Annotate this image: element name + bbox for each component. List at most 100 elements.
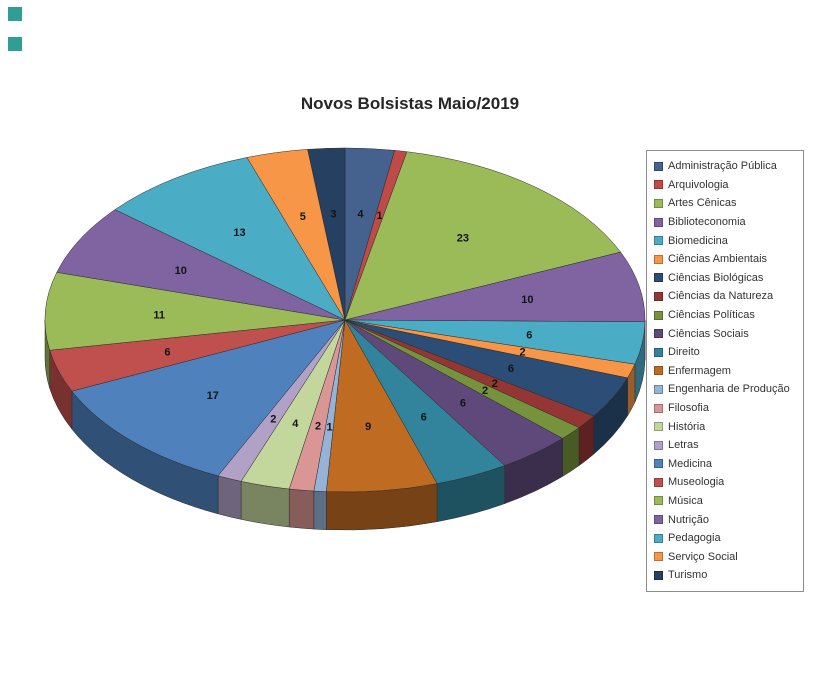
pie-slice-Turismo	[307, 147, 346, 321]
legend-item: Filosofia	[652, 399, 798, 418]
legend-item: Pedagogia	[652, 529, 798, 548]
pie-slice-Biblioteconomia	[344, 251, 646, 323]
legend-swatch	[654, 236, 663, 246]
legend-item: Ciências Ambientais	[652, 250, 798, 269]
legend-item: Música	[652, 492, 798, 511]
legend-item: Biblioteconomia	[652, 213, 798, 232]
legend-label: Enfermagem	[668, 364, 731, 377]
legend-label: Turismo	[668, 569, 708, 582]
slice-value-label: 10	[175, 265, 187, 277]
slice-value-label: 2	[520, 347, 526, 359]
slice-value-label: 13	[233, 227, 245, 239]
legend-item: Direito	[652, 343, 798, 362]
slice-value-label: 6	[526, 329, 532, 341]
legend-item: Ciências Sociais	[652, 324, 798, 343]
legend-swatch	[654, 310, 663, 320]
legend-swatch	[654, 254, 663, 264]
legend-item: Biomedicina	[652, 231, 798, 250]
slice-value-label: 4	[357, 209, 364, 221]
legend-label: Filosofia	[668, 402, 709, 415]
legend-label: Engenharia de Produção	[668, 383, 790, 396]
legend-swatch	[654, 477, 663, 487]
legend-item: Engenharia de Produção	[652, 380, 798, 399]
legend-label: Ciências da Natureza	[668, 290, 774, 303]
legend-item: Ciências Biológicas	[652, 269, 798, 288]
slice-value-label: 23	[457, 233, 469, 245]
legend-item: Artes Cênicas	[652, 194, 798, 213]
pie-slice-Música	[44, 272, 346, 351]
legend-item: Enfermagem	[652, 362, 798, 381]
slice-value-label: 6	[164, 347, 170, 359]
legend-swatch	[654, 496, 663, 506]
slice-value-label: 2	[270, 413, 276, 425]
legend-label: Direito	[668, 346, 700, 359]
legend-item: Ciências Políticas	[652, 306, 798, 325]
legend-label: Medicina	[668, 457, 713, 470]
pie-slice-Pedagogia	[114, 157, 346, 321]
legend-label: Letras	[668, 439, 699, 452]
legend-label: Biblioteconomia	[668, 216, 746, 229]
legend-item: Medicina	[652, 455, 798, 474]
slice-value-label: 1	[377, 210, 383, 222]
legend-swatch	[654, 422, 663, 432]
slice-value-label: 11	[153, 309, 165, 321]
legend-item: Turismo	[652, 566, 798, 585]
legend-item: Ciências da Natureza	[652, 287, 798, 306]
legend-swatch	[654, 161, 663, 171]
legend-label: Ciências Sociais	[668, 327, 749, 340]
slice-value-label: 3	[330, 209, 336, 221]
pie-slice-Medicina	[71, 319, 346, 477]
chart-legend: Administração Pública Arquivologia Artes C…	[646, 150, 804, 592]
slice-value-label: 4	[292, 418, 299, 430]
legend-label: Artes Cênicas	[668, 197, 737, 210]
legend-label: Arquivologia	[668, 178, 729, 191]
chart-title: Novos Bolsistas Maio/2019	[300, 94, 520, 113]
legend-swatch	[654, 329, 663, 339]
slice-value-label: 6	[508, 363, 514, 375]
slice-value-label: 6	[421, 412, 427, 424]
legend-swatch	[654, 459, 663, 469]
pie-slice-Artes Cênicas	[344, 151, 622, 321]
pie-slice-side	[288, 488, 315, 530]
legend-swatch	[654, 533, 663, 543]
corner-marker	[8, 7, 22, 21]
slice-value-label: 6	[460, 397, 466, 409]
legend-label: Ciências Ambientais	[668, 253, 768, 266]
legend-swatch	[654, 366, 663, 376]
legend-item: Museologia	[652, 473, 798, 492]
legend-swatch	[654, 347, 663, 357]
legend-swatch	[654, 440, 663, 450]
slice-value-label: 10	[521, 294, 533, 306]
legend-label: Serviço Social	[668, 550, 738, 563]
legend-item: Administração Pública	[652, 157, 798, 176]
slice-value-label: 9	[365, 421, 371, 433]
legend-swatch	[654, 552, 663, 562]
legend-swatch	[654, 570, 663, 580]
legend-swatch	[654, 403, 663, 413]
pie-slice-side	[313, 490, 327, 530]
legend-swatch	[654, 291, 663, 301]
legend-label: História	[668, 420, 706, 433]
legend-swatch	[654, 384, 663, 394]
legend-swatch	[654, 180, 663, 190]
legend-label: Ciências Biológicas	[668, 271, 764, 284]
slice-value-label: 2	[492, 378, 498, 390]
legend-swatch	[654, 273, 663, 283]
legend-swatch	[654, 515, 663, 525]
corner-marker	[8, 37, 22, 51]
legend-item: História	[652, 417, 798, 436]
slice-value-label: 1	[326, 421, 332, 433]
legend-item: Letras	[652, 436, 798, 455]
slice-value-label: 5	[300, 211, 306, 223]
legend-label: Museologia	[668, 476, 725, 489]
legend-item: Arquivologia	[652, 176, 798, 195]
legend-label: Música	[668, 494, 703, 507]
legend-label: Ciências Políticas	[668, 309, 755, 322]
slice-value-label: 2	[315, 421, 321, 433]
pie-slice-Nutrição	[56, 209, 346, 321]
slice-value-label: 2	[482, 385, 488, 397]
legend-swatch	[654, 198, 663, 208]
pie-slice-side	[217, 475, 242, 520]
